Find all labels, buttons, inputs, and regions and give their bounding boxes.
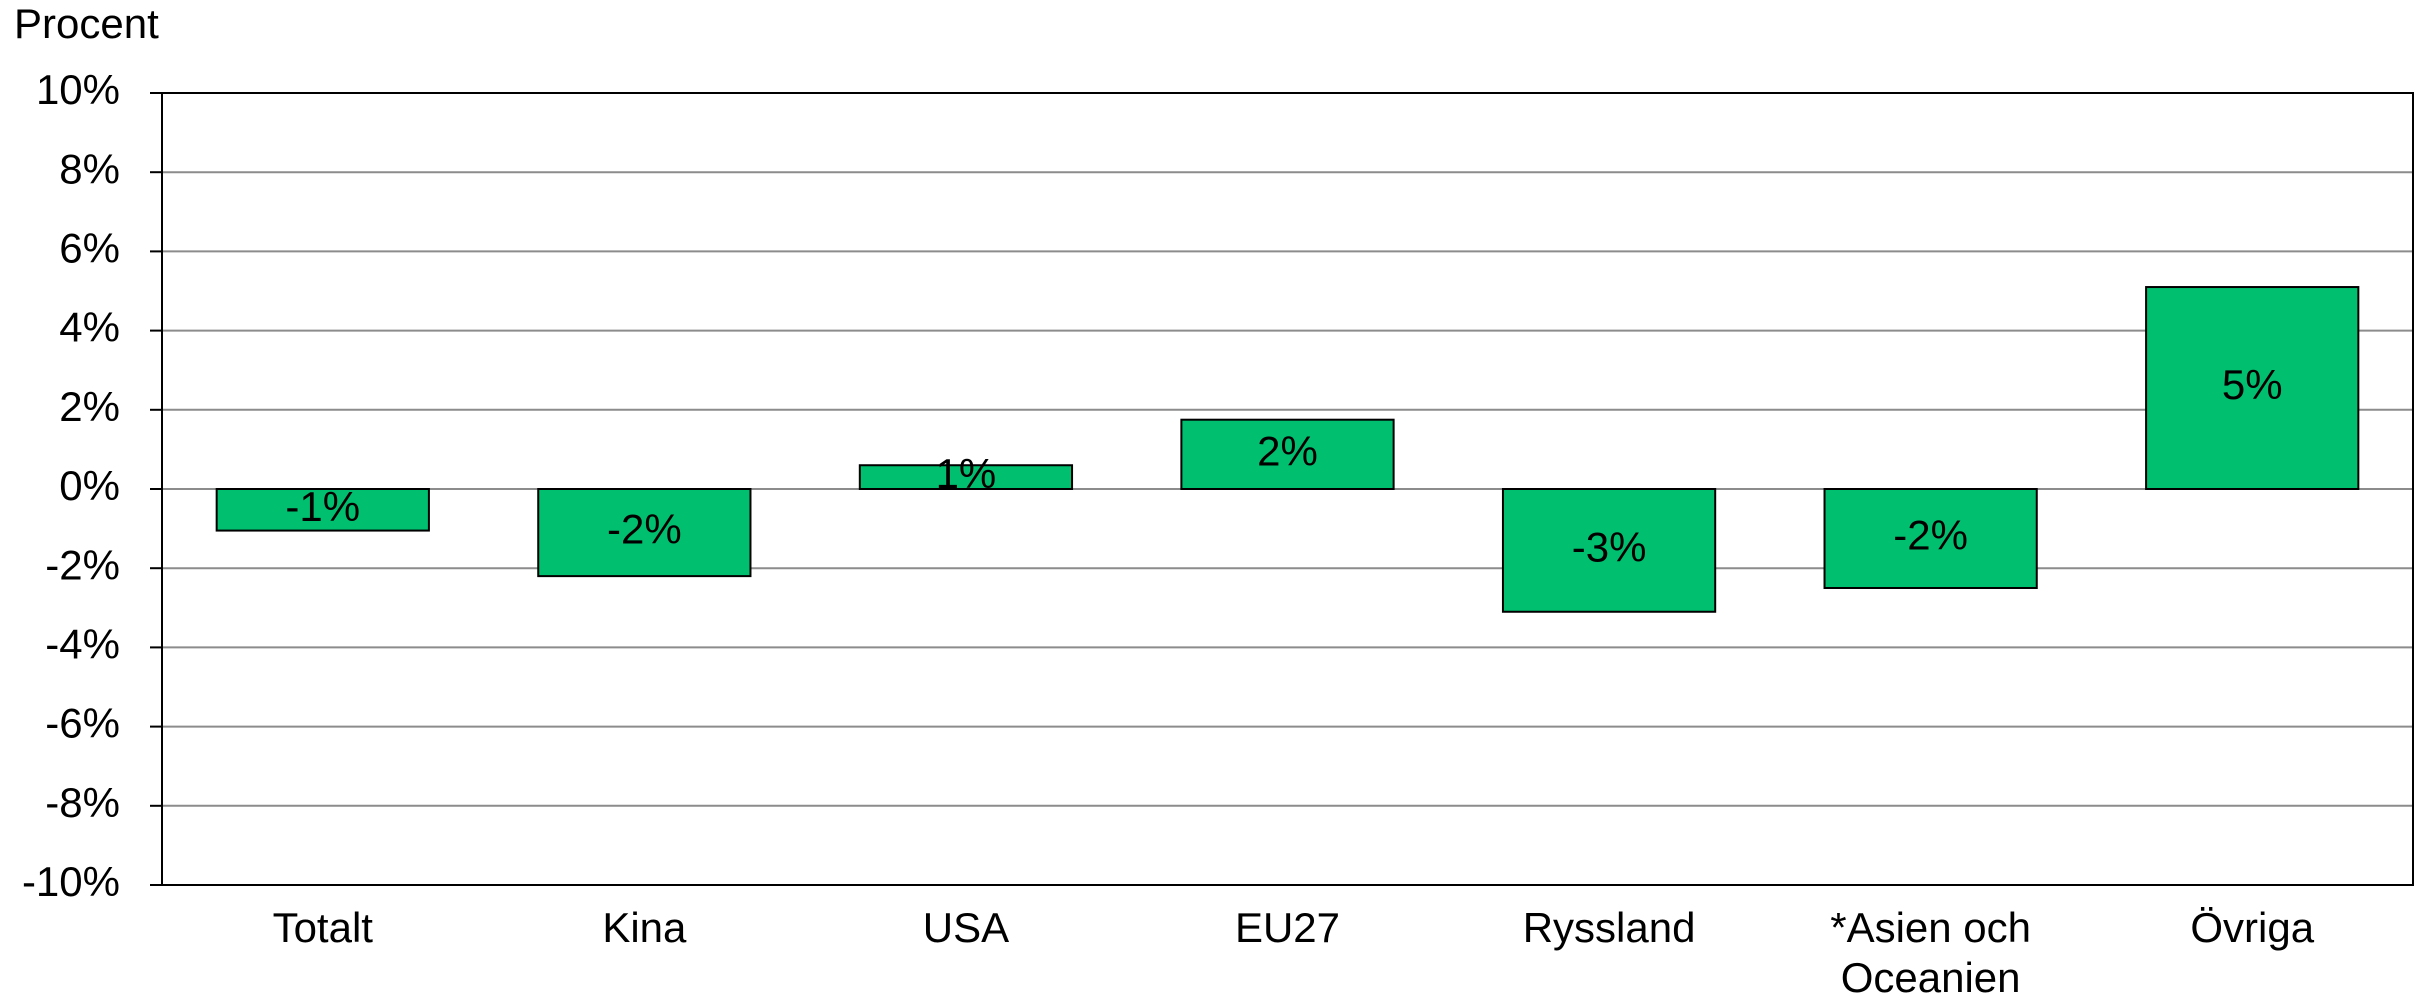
bar [1501, 488, 1717, 613]
x-tick-label: Ryssland [1522, 904, 1696, 951]
y-tick-label: -2% [45, 541, 120, 588]
y-tick-label: -6% [45, 700, 120, 747]
y-tick-label: -8% [45, 779, 120, 826]
data-label: 5% [2222, 361, 2283, 408]
plot-frame [161, 92, 2414, 886]
y-tick-label: -4% [45, 620, 120, 667]
data-label: -3% [1572, 523, 1647, 570]
y-tick-label: 8% [59, 145, 120, 192]
data-label: -2% [1893, 512, 1968, 559]
bar [1180, 418, 1395, 491]
x-tick-label: Totalt [272, 904, 373, 951]
x-tick-label: Kina [602, 904, 687, 951]
bar [215, 488, 430, 532]
bar [2145, 286, 2360, 491]
bar [537, 488, 752, 578]
x-tick-label: *Asien och Oceanien [1830, 904, 2032, 1001]
y-tick-label: 6% [59, 224, 120, 271]
y-tick-label: 2% [59, 383, 120, 430]
data-label: -2% [607, 506, 682, 553]
data-label: 1% [936, 450, 997, 497]
y-tick-label: 10% [36, 66, 120, 113]
bar [858, 464, 1074, 490]
data-label: -1% [285, 483, 360, 530]
x-tick-label: Övriga [2190, 904, 2315, 951]
x-tick-label: USA [922, 904, 1010, 951]
data-label: 2% [1257, 427, 1318, 474]
y-tick-label: 0% [59, 462, 120, 509]
x-tick-label: EU27 [1234, 904, 1341, 951]
y-axis-label: Procent [14, 0, 159, 47]
y-tick-label: -10% [22, 858, 120, 905]
bar [1823, 488, 2038, 589]
y-tick-label: 4% [59, 304, 120, 351]
